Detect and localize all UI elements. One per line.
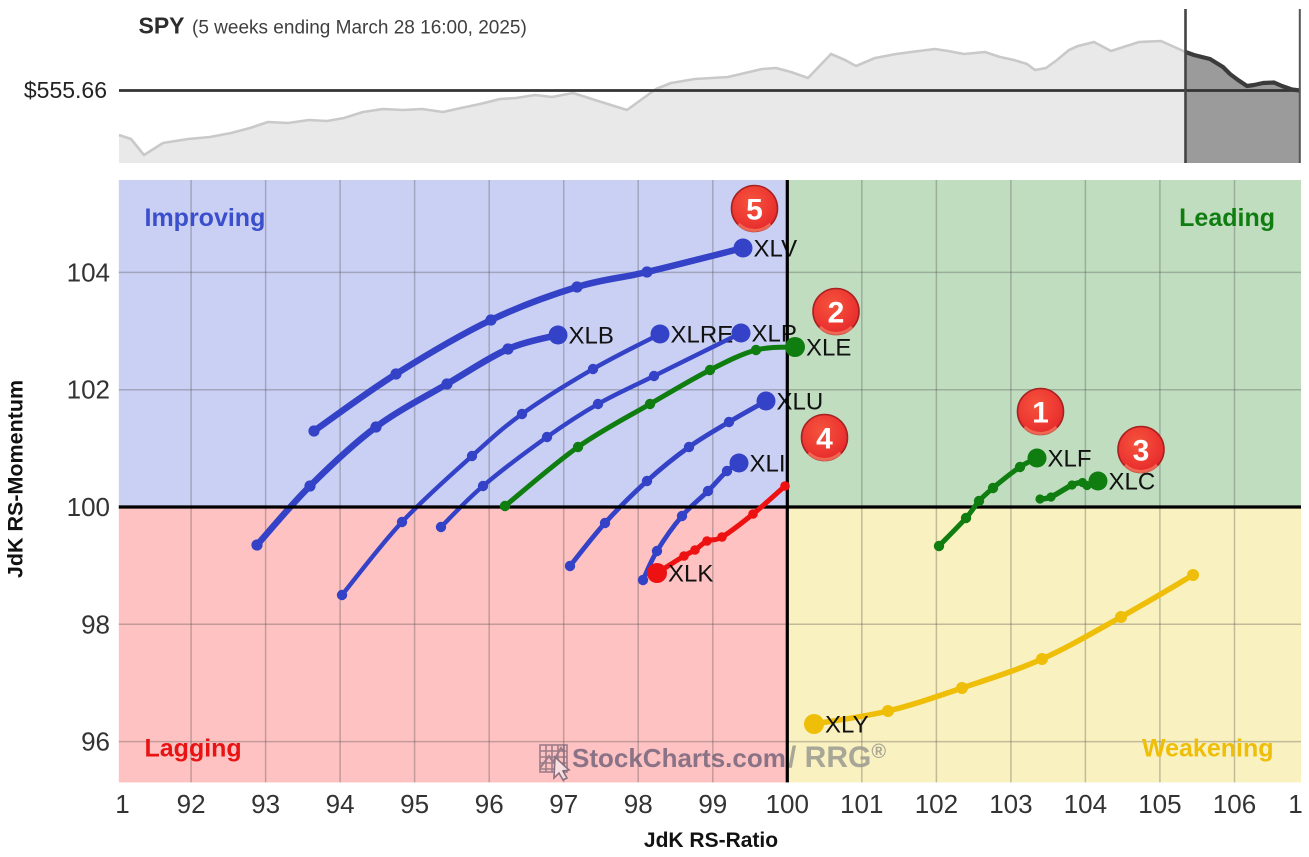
svg-text:100: 100	[67, 492, 110, 522]
svg-text:XLI: XLI	[750, 451, 786, 478]
svg-text:103: 103	[989, 789, 1032, 819]
svg-text:95: 95	[400, 789, 429, 819]
svg-text:StockCharts.com: StockCharts.com	[572, 743, 786, 773]
svg-text:XLF: XLF	[1048, 446, 1092, 473]
svg-text:1: 1	[1032, 397, 1049, 430]
svg-text:XLU: XLU	[777, 389, 824, 416]
svg-text:JdK RS-Momentum: JdK RS-Momentum	[4, 380, 28, 578]
svg-text:XLRE: XLRE	[671, 322, 734, 349]
svg-text:102: 102	[915, 789, 958, 819]
svg-text:SPY: SPY	[139, 13, 185, 39]
svg-text:/ RRG®: / RRG®	[788, 741, 886, 774]
svg-text:99: 99	[698, 789, 727, 819]
svg-text:96: 96	[81, 727, 110, 757]
svg-text:5: 5	[746, 194, 763, 227]
svg-text:XLB: XLB	[569, 323, 614, 350]
svg-text:96: 96	[475, 789, 504, 819]
svg-text:XLY: XLY	[825, 712, 869, 739]
svg-text:XLK: XLK	[668, 561, 713, 588]
svg-text:XLC: XLC	[1109, 469, 1156, 496]
svg-text:100: 100	[766, 789, 809, 819]
svg-text:Weakening: Weakening	[1142, 735, 1274, 763]
svg-text:92: 92	[177, 789, 206, 819]
svg-text:1: 1	[115, 789, 129, 819]
svg-text:94: 94	[326, 789, 355, 819]
svg-text:Improving: Improving	[145, 204, 266, 232]
svg-text:4: 4	[816, 423, 833, 456]
svg-text:102: 102	[67, 375, 110, 405]
svg-text:1: 1	[1288, 789, 1302, 819]
svg-text:97: 97	[549, 789, 578, 819]
svg-text:Leading: Leading	[1179, 204, 1275, 232]
svg-text:98: 98	[624, 789, 653, 819]
svg-text:3: 3	[1133, 435, 1150, 468]
svg-text:(5 weeks ending March 28 16:00: (5 weeks ending March 28 16:00, 2025)	[192, 18, 527, 39]
svg-text:104: 104	[67, 257, 110, 287]
svg-text:98: 98	[81, 609, 110, 639]
svg-text:2: 2	[828, 297, 845, 330]
svg-text:106: 106	[1213, 789, 1256, 819]
svg-text:$555.66: $555.66	[24, 77, 107, 103]
svg-text:105: 105	[1138, 789, 1181, 819]
svg-text:JdK RS-Ratio: JdK RS-Ratio	[644, 829, 778, 852]
svg-text:XLV: XLV	[754, 236, 798, 263]
svg-text:93: 93	[251, 789, 280, 819]
svg-text:Lagging: Lagging	[145, 735, 242, 763]
svg-text:104: 104	[1064, 789, 1107, 819]
svg-text:101: 101	[840, 789, 883, 819]
svg-text:XLE: XLE	[806, 335, 851, 362]
